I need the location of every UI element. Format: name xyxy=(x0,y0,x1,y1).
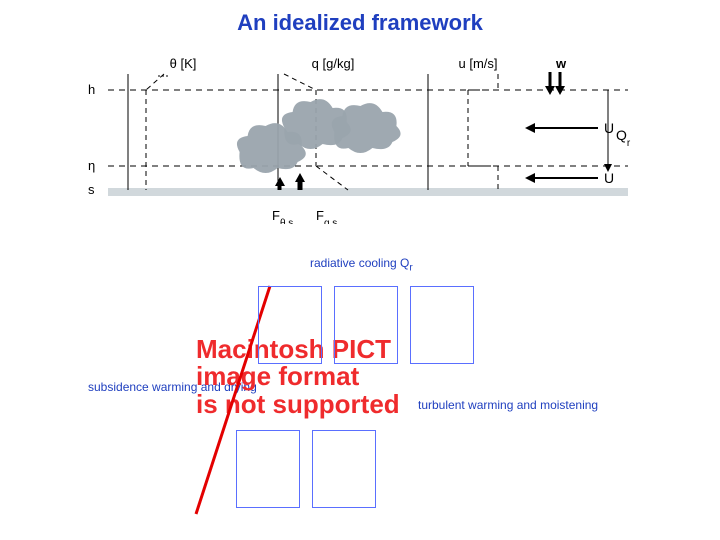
placeholder-box xyxy=(334,286,398,364)
svg-text:U: U xyxy=(604,120,614,136)
placeholder-box xyxy=(410,286,474,364)
svg-text:θ [K]: θ [K] xyxy=(170,56,197,71)
svg-text:h: h xyxy=(88,82,95,97)
svg-text:η: η xyxy=(88,158,95,173)
svg-text:q [g/kg]: q [g/kg] xyxy=(312,56,355,71)
svg-text:u [m/s]: u [m/s] xyxy=(458,56,497,71)
placeholder-box xyxy=(312,430,376,508)
svg-text:w: w xyxy=(555,56,567,71)
radiative-caption: radiative cooling Qr xyxy=(310,256,413,273)
svg-text:U: U xyxy=(604,170,614,186)
placeholder-box xyxy=(236,430,300,508)
svg-text:s: s xyxy=(88,182,95,197)
page: An idealized framework h ηs θ [K] q [g/kg] u… xyxy=(0,0,720,540)
placeholder-box xyxy=(258,286,322,364)
schematic-diagram: hηsθ [K]q [g/kg]u [m/s]wUUQrFθ,sFq,s xyxy=(78,54,638,224)
page-title: An idealized framework xyxy=(0,10,720,36)
turbulent-caption: turbulent warming and moistening xyxy=(418,398,598,412)
